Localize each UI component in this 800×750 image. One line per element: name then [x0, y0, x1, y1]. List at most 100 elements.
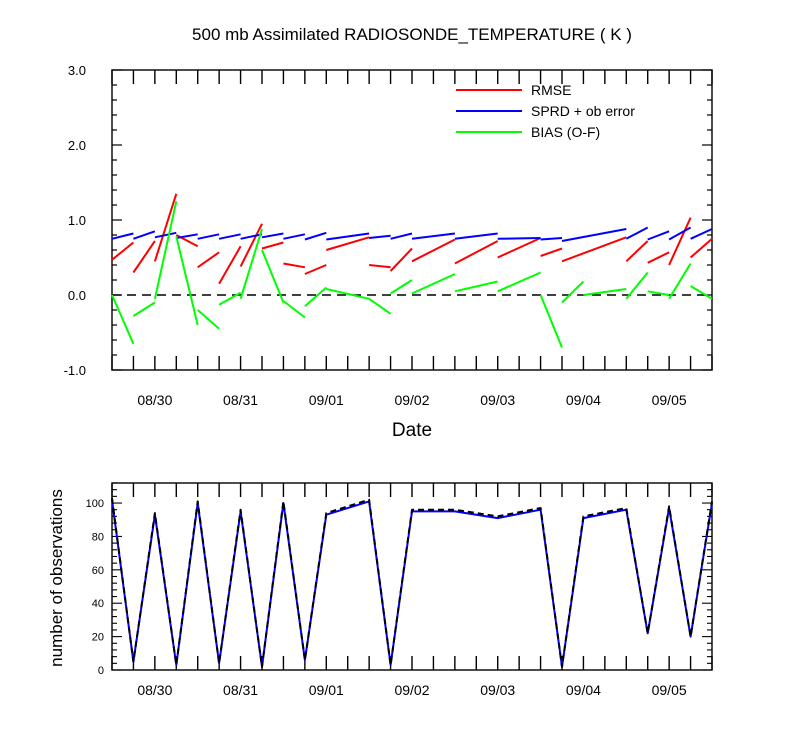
series-line-segment [625, 271, 649, 300]
series-line-segment [454, 240, 499, 265]
x-tick-label: 09/02 [394, 392, 429, 408]
y-tick-label: 40 [92, 598, 104, 610]
series-line-segment [218, 291, 242, 306]
series-line-segment [261, 249, 285, 303]
observation-count-panel: 0 20 40 60 80 100 08/30 08/31 09/01 09/02 09/03 09/… [86, 482, 713, 698]
series-total-count [111, 497, 713, 668]
y-tick-label: 80 [92, 531, 104, 543]
series-line-segment [304, 286, 327, 308]
series-line-segment [454, 280, 498, 293]
series-line-segment [153, 193, 178, 262]
y-tick-label: 20 [92, 632, 104, 644]
y-tick-label: 3.0 [68, 63, 86, 78]
series-line-segment [197, 251, 220, 269]
series-line-segment [411, 238, 456, 263]
x-tick-label: 09/05 [652, 392, 687, 408]
x-tick-label: 09/02 [394, 682, 429, 698]
series-line-segment [647, 290, 670, 296]
series-line-segment [133, 230, 156, 240]
series-line-segment [326, 236, 370, 251]
series-line-segment [175, 236, 199, 326]
legend-label: RMSE [531, 82, 571, 98]
series-line-segment [668, 226, 692, 241]
x-tick-label: 09/05 [652, 682, 687, 698]
series-line-segment [304, 264, 327, 275]
series-line-segment [304, 231, 327, 241]
error-stats-panel: -1.0 0.0 1.0 2.0 3.0 08/30 08/31 09/01 09/02 09/0… [64, 63, 713, 408]
series-bias-o-f [111, 201, 713, 348]
series-line-segment [540, 237, 563, 241]
series-line-segment [539, 294, 563, 348]
series-line-segment [154, 231, 177, 239]
x-tick-label: 09/01 [309, 682, 344, 698]
y-tick-label: 1.0 [68, 213, 86, 228]
series-line-segment [690, 228, 713, 240]
series-line-segment [497, 271, 542, 293]
series-line-segment [368, 297, 392, 315]
series-line-segment [111, 241, 135, 261]
series-line-segment [647, 251, 670, 264]
series-line-segment [132, 240, 156, 274]
series-line-segment [390, 232, 413, 240]
series-line-segment [497, 237, 542, 259]
y-tick-label: 0 [98, 665, 104, 677]
x-tick-label: 08/31 [223, 392, 258, 408]
x-tick-label: 08/31 [223, 682, 258, 698]
y-tick-label: 0.0 [68, 288, 86, 303]
series-line-segment [240, 233, 263, 240]
series-line-segment [411, 232, 456, 240]
series-line-segment [368, 264, 391, 269]
series-line-segment [111, 232, 134, 240]
series-line-segment [283, 262, 306, 269]
series-line-segment [197, 233, 220, 240]
series-line-segment [540, 247, 563, 257]
series-line-segment [261, 232, 284, 239]
series-line-segment [561, 280, 585, 304]
y-tick-label: 100 [86, 498, 104, 510]
series-line-segment [218, 233, 241, 240]
legend-label: SPRD + ob error [531, 103, 635, 119]
x-tick-label: 08/30 [137, 682, 172, 698]
x-tick-label: 09/04 [566, 392, 601, 408]
series-line-segment [153, 201, 178, 300]
legend-label: BIAS (O-F) [531, 124, 600, 140]
series-assimilated-count [111, 499, 713, 668]
series-line-segment [668, 262, 692, 300]
series-line-segment [389, 247, 413, 272]
series-line-segment [690, 285, 713, 300]
series-line-segment [326, 232, 370, 241]
y-tick-label: -1.0 [64, 363, 86, 378]
series-line-segment [176, 233, 198, 239]
y-tick-label: 60 [92, 565, 104, 577]
series-rmse [111, 193, 713, 285]
series-line-segment [218, 245, 242, 285]
series-line-segment [625, 240, 649, 263]
x-tick-label: 09/01 [309, 392, 344, 408]
series-line-segment [239, 223, 263, 267]
series-line-segment [390, 279, 413, 295]
legend: RMSE SPRD + ob error BIAS (O-F) [456, 82, 635, 140]
series-line-segment [625, 226, 649, 240]
x-tick-label: 09/03 [480, 682, 515, 698]
x-tick-label: 09/03 [480, 392, 515, 408]
series-line-segment [668, 217, 692, 266]
series-line-segment [197, 309, 220, 330]
series-line-segment [239, 228, 263, 300]
y-tick-label: 2.0 [68, 138, 86, 153]
chart-title: 500 mb Assimilated RADIOSONDE_TEMPERATUR… [192, 25, 632, 44]
series-line-segment [647, 230, 670, 241]
series-line-segment [132, 301, 156, 317]
series-sprd-ob-error [111, 226, 713, 242]
series-line-segment [561, 236, 627, 263]
series-line-segment [454, 232, 498, 240]
series-line-segment [411, 273, 456, 295]
x-axis-label: Date [392, 420, 432, 441]
series-line-segment [261, 241, 284, 250]
series-line-segment [689, 238, 713, 259]
series-line-segment [326, 288, 370, 300]
y-axis-label-observations: number of observations [47, 489, 66, 667]
series-line-segment [497, 237, 541, 240]
x-tick-label: 09/04 [566, 682, 601, 698]
